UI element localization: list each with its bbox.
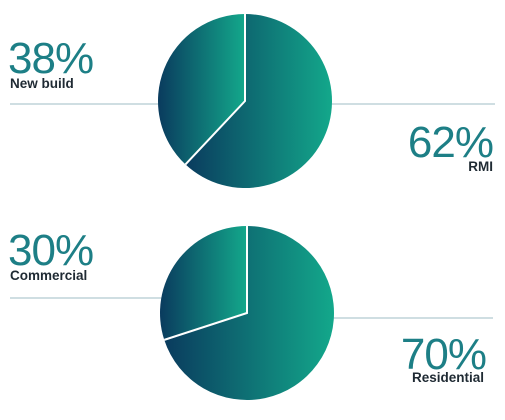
- percent-commercial: 30%: [8, 226, 93, 275]
- pie-chart-2: 30% Commercial 70% Residential: [8, 226, 493, 400]
- pie-slice-separator: [184, 14, 246, 166]
- pie-slice-new-build: [158, 14, 245, 165]
- pie-slice-residential: [164, 226, 334, 400]
- label-commercial: Commercial: [10, 268, 87, 283]
- pie-slice-separator: [163, 226, 248, 341]
- label-rmi: RMI: [468, 159, 493, 174]
- label-residential: Residential: [412, 370, 484, 385]
- percent-new-build: 38%: [8, 34, 93, 83]
- percent-residential: 70%: [401, 330, 486, 379]
- percent-rmi: 62%: [408, 118, 493, 167]
- pie-chart-1: 38% New build 62% RMI: [8, 14, 495, 188]
- label-new-build: New build: [10, 76, 74, 91]
- pie-slice-commercial: [160, 226, 247, 340]
- pie-slice-rmi: [185, 14, 332, 188]
